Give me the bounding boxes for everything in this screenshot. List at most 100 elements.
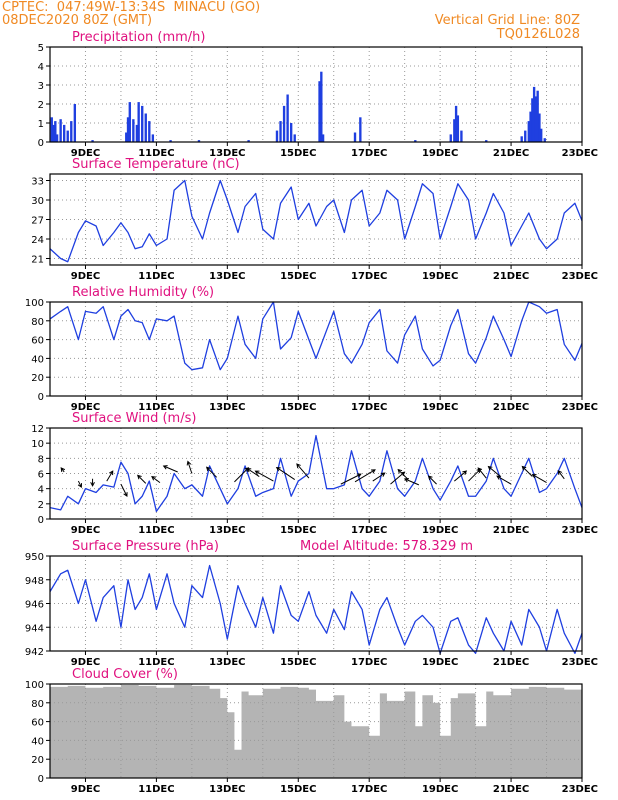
y-tick-label: 20	[31, 373, 44, 384]
x-tick-label: 17DEC	[351, 657, 387, 668]
precip-bar	[197, 140, 201, 142]
wind-arrow	[521, 465, 533, 477]
wind-arrow	[453, 470, 468, 482]
y-tick-label: 27	[31, 216, 44, 227]
wind-arrow	[205, 466, 218, 478]
header-line1-left: CPTEC: 047:49W-13:34S MINACU (GO)	[2, 0, 261, 15]
wind-arrow	[186, 460, 193, 474]
precip-bar	[50, 117, 53, 142]
precip-bar	[289, 123, 293, 142]
y-tick-label: 80	[31, 317, 44, 328]
wind-arrow	[296, 463, 310, 479]
y-tick-label: 944	[25, 623, 44, 634]
x-tick-label: 15DEC	[280, 148, 316, 159]
precip-bar	[125, 132, 128, 142]
panel-title: Precipitation (mm/h)	[72, 30, 205, 45]
precip-bar	[321, 134, 325, 142]
x-tick-label: 17DEC	[351, 148, 387, 159]
y-tick-label: 1	[38, 119, 44, 130]
precip-bar	[320, 71, 323, 142]
x-tick-label: 13DEC	[209, 402, 245, 413]
precip-bar	[247, 140, 250, 142]
precip-bar	[453, 119, 456, 142]
x-tick-label: 23DEC	[562, 784, 598, 795]
panel-0: Precipitation (mm/h) 0 1 2 3 4 5 9DEC 11DEC 13DEC…	[38, 30, 598, 159]
precip-bar	[531, 98, 534, 142]
precip-bar	[293, 134, 296, 142]
header-line2-right: TQ0126L028	[496, 27, 580, 42]
x-tick-label: 9DEC	[71, 402, 100, 413]
wind-arrow	[90, 478, 95, 487]
wind-arrow	[354, 469, 376, 483]
precip-bar	[282, 105, 286, 142]
precip-bar	[359, 117, 362, 142]
y-tick-label: 33	[31, 177, 44, 188]
x-tick-label: 23DEC	[562, 402, 598, 413]
panel-1: Surface Temperature (nC) 21 24 27 30 33 9DEC 11…	[31, 157, 598, 282]
y-tick-label: 4	[38, 485, 44, 496]
x-tick-label: 19DEC	[422, 271, 458, 282]
x-tick-label: 11DEC	[138, 271, 174, 282]
precip-bar	[91, 140, 94, 142]
wind-arrow	[531, 474, 547, 484]
wind-arrow	[77, 480, 83, 489]
x-tick-label: 13DEC	[209, 148, 245, 159]
series-line	[49, 301, 583, 371]
wind-arrow	[487, 465, 501, 477]
y-tick-label: 4	[38, 62, 44, 73]
x-tick-label: 19DEC	[422, 148, 458, 159]
wind-arrow	[60, 467, 66, 473]
panel-title: Cloud Cover (%)	[72, 667, 178, 682]
precip-bar	[54, 121, 57, 142]
y-tick-label: 20	[31, 755, 44, 766]
y-tick-label: 946	[25, 600, 44, 611]
y-tick-label: 100	[25, 680, 44, 691]
x-tick-label: 21DEC	[493, 657, 529, 668]
y-tick-label: 948	[25, 576, 44, 587]
panel-4: Surface Pressure (hPa) Model Altitude: 57…	[25, 539, 598, 668]
precip-bar	[524, 130, 527, 142]
wind-arrow	[254, 470, 274, 482]
x-tick-label: 23DEC	[562, 148, 598, 159]
x-tick-label: 21DEC	[493, 402, 529, 413]
precip-bar	[532, 86, 536, 142]
precip-bar	[55, 134, 59, 142]
y-tick-label: 2	[38, 500, 44, 511]
wind-arrow	[137, 474, 147, 484]
panel-frame	[49, 46, 583, 143]
wind-arrow	[120, 483, 128, 498]
panel-title: Surface Pressure (hPa)	[72, 539, 219, 554]
panel-2: Relative Humidity (%) 0 20 40 60 80 100 9DEC 11D…	[25, 285, 598, 413]
precip-bar	[279, 121, 282, 142]
series-line	[49, 434, 583, 513]
x-tick-label: 21DEC	[493, 525, 529, 536]
wind-arrow	[275, 466, 295, 480]
x-tick-label: 13DEC	[209, 784, 245, 795]
precip-bar	[141, 105, 144, 142]
precip-bar	[353, 132, 357, 142]
x-tick-label: 11DEC	[138, 657, 174, 668]
precip-bar	[148, 121, 151, 142]
precip-bar	[275, 130, 279, 142]
x-tick-label: 17DEC	[351, 784, 387, 795]
y-tick-label: 0	[38, 515, 44, 526]
y-tick-label: 950	[25, 552, 44, 563]
precip-bar	[286, 94, 289, 142]
precip-bar	[52, 124, 55, 142]
x-tick-label: 11DEC	[138, 148, 174, 159]
x-tick-label: 15DEC	[280, 525, 316, 536]
y-tick-label: 40	[31, 736, 44, 747]
precip-bar	[151, 134, 155, 142]
precip-bar	[169, 140, 172, 142]
x-tick-label: 19DEC	[422, 402, 458, 413]
series-line	[49, 564, 583, 655]
x-tick-label: 17DEC	[351, 271, 387, 282]
wind-arrow	[403, 477, 420, 486]
y-tick-label: 60	[31, 336, 44, 347]
y-tick-label: 942	[25, 647, 44, 658]
precip-bar	[454, 105, 458, 142]
precip-bar	[449, 134, 452, 142]
panel-frame	[49, 301, 583, 397]
y-tick-label: 0	[38, 392, 44, 403]
